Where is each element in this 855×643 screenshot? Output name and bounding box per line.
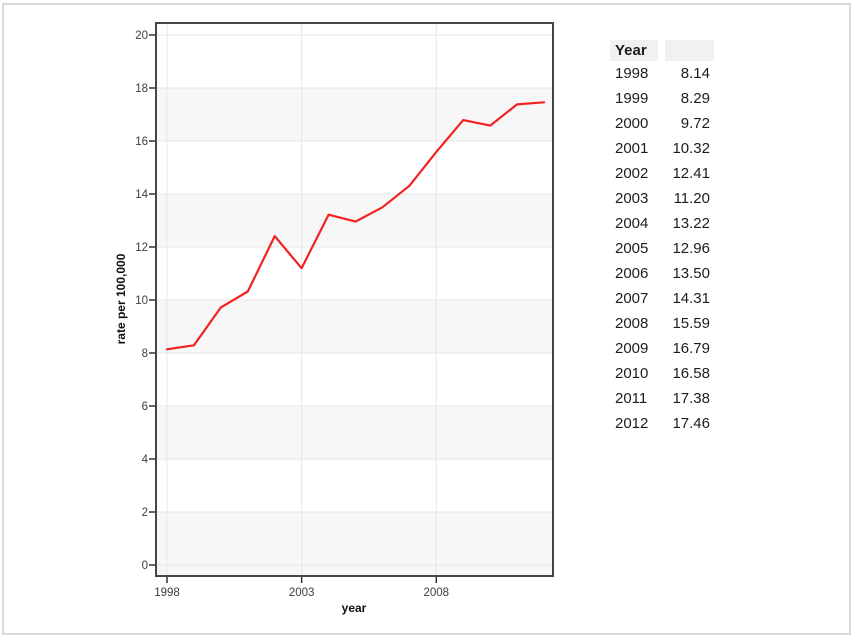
table-cell-value: 15.59 [672, 315, 710, 332]
y-tick-label: 12 [135, 242, 148, 254]
y-tick-label: 20 [135, 30, 148, 42]
y-tick-label: 2 [142, 507, 148, 519]
y-tick-label: 10 [135, 295, 148, 307]
x-axis-title: year [341, 601, 367, 615]
table-cell-year: 2011 [615, 390, 648, 407]
shaded-band [156, 300, 553, 353]
table-header-value [665, 40, 714, 61]
data-table: Year 1998 8.14 1999 8.29 2000 9.72 2001 10.32 20… [603, 40, 721, 436]
table-cell-year: 2007 [615, 290, 649, 307]
table-cell-value: 14.31 [672, 290, 710, 307]
table-row: 2001 10.32 [610, 136, 714, 161]
table-cell-year: 2012 [615, 415, 649, 432]
table-row: 2008 15.59 [610, 311, 714, 336]
table-row: 2000 9.72 [610, 111, 714, 136]
table-row: 2002 12.41 [610, 161, 714, 186]
table-row: 2010 16.58 [610, 361, 714, 386]
y-tick-label: 18 [135, 83, 148, 95]
table-row: 2011 17.38 [610, 386, 714, 411]
table-cell-value: 13.22 [672, 215, 710, 232]
table-row: 1999 8.29 [610, 86, 714, 111]
shaded-band [156, 512, 553, 576]
x-tick-label: 2008 [424, 587, 450, 599]
y-tick-label: 4 [142, 454, 149, 466]
table-cell-value: 9.72 [680, 115, 710, 132]
table-row: 2012 17.46 [610, 411, 714, 436]
table-row: 1998 8.14 [610, 61, 714, 86]
table-cell-year: 2001 [615, 140, 649, 157]
table-row: 2004 13.22 [610, 211, 714, 236]
y-axis-title: rate per 100,000 [114, 253, 128, 345]
table-cell-year: 2000 [615, 115, 649, 132]
table-cell-value: 13.50 [672, 265, 710, 282]
table-cell-value: 8.29 [680, 90, 710, 107]
table-cell-year: 2009 [615, 340, 649, 357]
table-cell-value: 10.32 [672, 140, 710, 157]
x-tick-label: 2003 [289, 587, 315, 599]
table-cell-value: 8.14 [680, 65, 710, 82]
y-tick-label: 6 [142, 401, 148, 413]
table-cell-year: 2003 [615, 190, 649, 207]
table-cell-value: 17.38 [672, 390, 710, 407]
table-cell-year: 1998 [615, 65, 649, 82]
table-head: Year [610, 40, 714, 61]
table-body: 1998 8.14 1999 8.29 2000 9.72 2001 10.32 2002 12.… [610, 61, 714, 436]
y-tick-label: 16 [135, 136, 148, 148]
table-header-year: Year [610, 40, 658, 61]
y-tick-label: 14 [135, 189, 148, 201]
x-tick-label: 1998 [154, 587, 180, 599]
plot-panel-border [155, 22, 554, 577]
table-row: 2007 14.31 [610, 286, 714, 311]
y-tick-label: 0 [142, 560, 148, 572]
table-row: 2003 11.20 [610, 186, 714, 211]
table-cell-year: 2004 [615, 215, 649, 232]
shaded-band [156, 88, 553, 141]
table-cell-value: 12.41 [672, 165, 710, 182]
table-cell-value: 16.58 [672, 365, 710, 382]
table-cell-value: 11.20 [673, 190, 710, 207]
table-cell-year: 2010 [615, 365, 649, 382]
table-cell-year: 2005 [615, 240, 649, 257]
table-row: 2009 16.79 [610, 336, 714, 361]
y-tick-label: 8 [142, 348, 148, 360]
table-row: 2005 12.96 [610, 236, 714, 261]
table-cell-value: 17.46 [672, 415, 710, 432]
table-cell-value: 12.96 [672, 240, 710, 257]
table-header-row: Year [610, 40, 714, 61]
table-cell-year: 2006 [615, 265, 649, 282]
table-cell-year: 1999 [615, 90, 649, 107]
shaded-band [156, 406, 553, 459]
table-row: 2006 13.50 [610, 261, 714, 286]
table-cell-year: 2008 [615, 315, 649, 332]
series-line [165, 101, 546, 351]
table-cell-year: 2002 [615, 165, 649, 182]
table-cell-value: 16.79 [672, 340, 710, 357]
